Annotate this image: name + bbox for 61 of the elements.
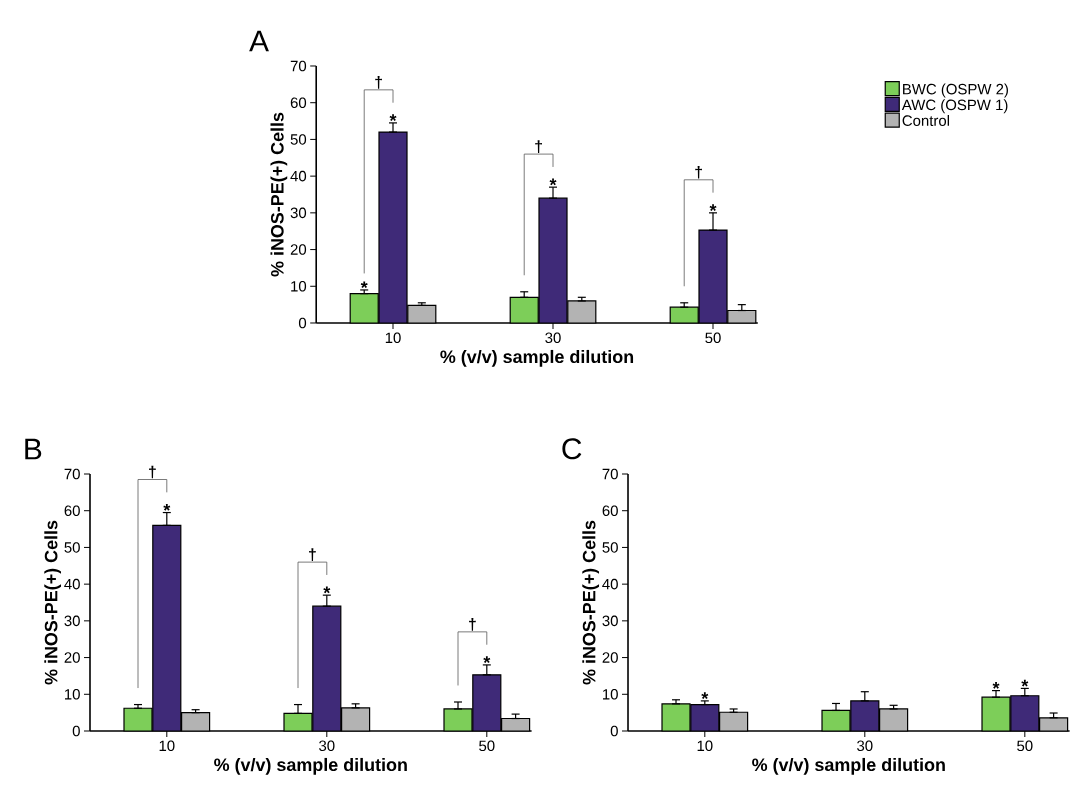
annotation: * (701, 692, 709, 700)
annotation: * (360, 281, 368, 289)
y-tick-label: 30 (64, 615, 80, 627)
x-axis-title: % (v/v) sample dilution (752, 757, 945, 775)
annotation: † (695, 165, 702, 179)
y-tick-label: 50 (602, 542, 618, 553)
y-tick-label: 40 (290, 170, 307, 182)
x-tick-label: 10 (385, 332, 401, 344)
annotation: * (992, 682, 1000, 689)
x-tick-label: 50 (1017, 740, 1033, 752)
annotation: * (323, 586, 331, 594)
annotation: * (389, 114, 397, 122)
x-tick-label: 30 (319, 740, 335, 752)
y-axis-title: % iNOS-PE(+) Cells (270, 112, 288, 277)
y-tick-label: 10 (603, 688, 618, 700)
annotation: † (309, 548, 316, 561)
y-tick-label: 40 (602, 578, 618, 590)
y-tick-label: 0 (72, 725, 80, 737)
x-tick-label: 10 (159, 740, 175, 752)
annotation: * (1021, 679, 1029, 687)
x-tick-label: 10 (697, 740, 713, 752)
chart-title: B (25, 438, 42, 460)
annotation: † (375, 76, 382, 89)
y-tick-label: 70 (602, 468, 618, 480)
x-tick-label: 30 (857, 740, 873, 752)
chart-title: A (249, 30, 269, 52)
y-tick-label: 50 (64, 542, 80, 553)
annotation: * (709, 204, 717, 211)
y-tick-label: 10 (65, 688, 80, 700)
y-tick-label: 60 (64, 505, 80, 516)
y-tick-label: 70 (64, 468, 80, 480)
annotation: * (549, 178, 557, 186)
legend-label: AWC (OSPW 1) (901, 99, 1008, 114)
y-tick-label: 60 (602, 505, 618, 516)
x-tick-label: 30 (545, 332, 561, 344)
legend-label: BWC (OSPW 2) (903, 83, 1008, 98)
y-tick-label: 20 (290, 244, 307, 255)
chart-title: C (562, 438, 582, 460)
legend-label: Control (902, 114, 949, 126)
x-axis-title: % (v/v) sample dilution (214, 757, 407, 775)
annotation: † (149, 465, 156, 479)
x-tick-label: 50 (479, 740, 495, 752)
y-tick-label: 0 (298, 317, 307, 329)
annotation: † (535, 140, 542, 153)
y-tick-label: 10 (291, 280, 307, 292)
y-tick-label: 20 (602, 652, 618, 663)
x-axis-title: % (v/v) sample dilution (440, 349, 634, 367)
x-tick-label: 50 (705, 332, 721, 344)
annotation: † (469, 618, 476, 631)
y-tick-label: 30 (602, 615, 618, 627)
y-tick-label: 60 (290, 97, 307, 108)
y-axis-title: % iNOS-PE(+) Cells (582, 520, 600, 685)
y-tick-label: 50 (290, 134, 307, 145)
annotation: * (163, 504, 171, 511)
y-tick-label: 70 (290, 60, 307, 72)
annotation: * (483, 656, 491, 664)
y-tick-label: 30 (290, 207, 307, 219)
y-tick-label: 0 (610, 725, 618, 737)
y-tick-label: 40 (64, 578, 80, 590)
y-tick-label: 20 (64, 652, 80, 663)
y-axis-title: % iNOS-PE(+) Cells (44, 520, 62, 685)
